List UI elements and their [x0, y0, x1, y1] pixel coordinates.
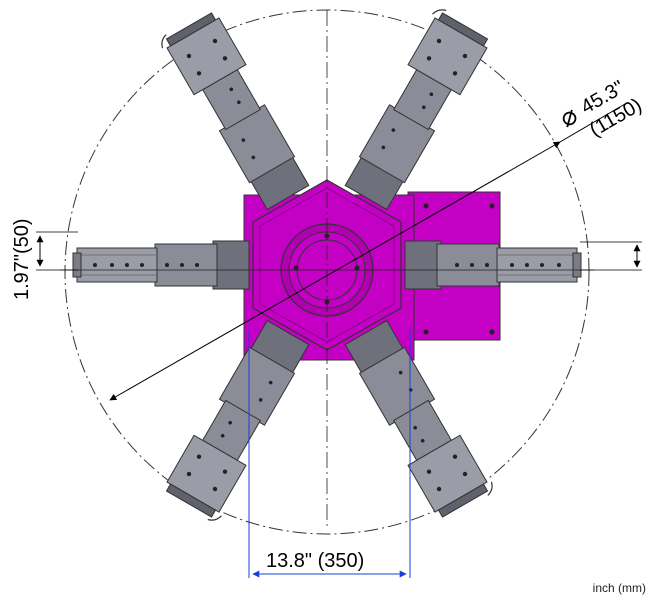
arm-lower-left: [160, 316, 319, 526]
hub-width-label: 13.8" (350): [266, 550, 364, 572]
units-note: inch (mm): [592, 581, 646, 595]
arm-right: [404, 240, 582, 290]
diameter-dim-line: [109, 141, 561, 401]
arm-width-label: 1.97"(50): [11, 218, 33, 300]
arm-lower-right: [339, 314, 498, 524]
arm-left: [72, 240, 250, 290]
diameter-symbol: ⌀: [554, 99, 583, 133]
arm-upper-left: [156, 6, 315, 216]
arm-upper-right: [335, 4, 494, 214]
